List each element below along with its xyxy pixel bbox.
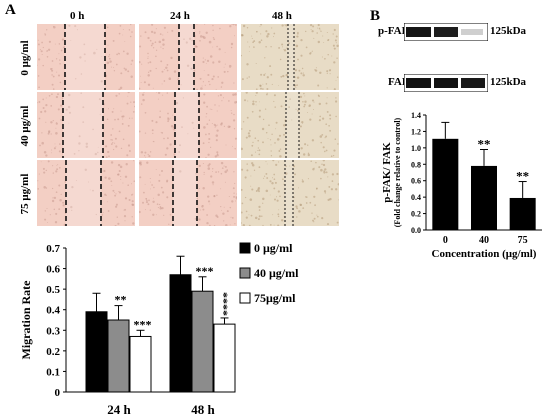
chart-a-category: 24 h (107, 402, 131, 417)
chart-a-significance: **** (220, 292, 234, 316)
chart-a-bar (213, 323, 236, 393)
chart-b-significance: ** (478, 137, 491, 152)
band-fak-0 (406, 78, 431, 88)
chart-b-bar (509, 197, 536, 230)
micrograph-r1-c2 (241, 92, 339, 158)
chart-b-ytick: 0.0 (411, 226, 421, 235)
chart-b-bar (432, 138, 459, 230)
blot-size-pfak: 125kDa (490, 25, 527, 37)
micrograph-r0-c1 (139, 24, 237, 90)
chart-b-category: 75 (518, 235, 528, 246)
chart-a-legend-label: 75μg/ml (254, 291, 296, 305)
band-fak-40 (434, 78, 458, 88)
micrograph-r1-c0 (37, 92, 135, 158)
chart-b-xlabel: Concentration (μg/ml) (432, 248, 537, 260)
band-pfak-40 (434, 27, 458, 37)
panel-a-letter: A (5, 2, 16, 18)
chart-a-significance: ** (115, 293, 127, 307)
micrograph-r2-c2 (241, 160, 339, 226)
chart-a-legend-label: 0 μg/ml (254, 241, 293, 255)
chart-a-legend-swatch (239, 242, 251, 254)
chart-b-ytick: 0.6 (411, 177, 421, 186)
chart-a-legend-swatch (239, 267, 251, 279)
chart-b-ytick: 0.2 (411, 210, 421, 219)
dose-label-75: 75 μg/ml (19, 173, 31, 215)
chart-b-ytick: 0.8 (411, 160, 421, 169)
chart-a-legend-swatch (239, 292, 251, 304)
chart-b-ylabel-sub: (Fold change relative to control) (393, 117, 402, 227)
band-pfak-75 (461, 29, 483, 35)
dose-label-0: 0 μg/ml (19, 40, 31, 76)
micrograph-r0-c2 (241, 24, 339, 90)
chart-b-ylabel: p-FAK/ FAK (381, 142, 393, 203)
chart-b-ytick: 0.4 (411, 193, 421, 202)
chart-a-significance: *** (134, 317, 152, 331)
chart-a-bar (169, 274, 192, 393)
chart-a-legend-label: 40 μg/ml (254, 266, 299, 280)
chart-a-bar (107, 319, 130, 393)
chart-b-ytick: 1.2 (411, 127, 421, 136)
micrograph-r2-c1 (139, 160, 237, 226)
chart-a-bar (85, 311, 108, 393)
chart-b-ytick: 1.4 (411, 111, 421, 120)
time-header-24h: 24 h (170, 10, 190, 22)
panel-b-letter: B (370, 8, 381, 24)
western-blot-fak (404, 74, 488, 92)
band-fak-75 (461, 78, 485, 88)
micrograph-r0-c0 (37, 24, 135, 90)
chart-a-ylabel: Migration Rate (19, 280, 33, 360)
chart-a-ytick: 0.6 (46, 264, 60, 276)
chart-a-ytick: 0.3 (46, 325, 60, 337)
chart-a-category: 48 h (191, 402, 215, 417)
chart-a-ytick: 0 (55, 387, 61, 399)
chart-a-ytick: 0.2 (46, 346, 60, 358)
dose-label-40: 40 μg/ml (19, 105, 31, 147)
time-header-48h: 48 h (272, 10, 292, 22)
chart-a-ytick: 0.1 (46, 366, 60, 378)
micrograph-r2-c0 (37, 160, 135, 226)
western-blot-pfak (404, 23, 488, 41)
chart-b-bar (471, 165, 497, 230)
chart-a-significance: *** (196, 264, 214, 278)
chart-b-category: 40 (479, 235, 489, 246)
chart-b-ytick: 1.0 (411, 144, 421, 153)
time-header-0h: 0 h (70, 10, 85, 22)
blot-label-pfak: p-FAK (378, 25, 411, 37)
pfak-fak-chart: 0.0 0.2 0.4 0.6 0.8 1.0 1.2 1.4 p-FAK/ FAK (Fold … (381, 111, 542, 260)
blot-size-fak: 125kDa (490, 76, 527, 88)
chart-a-bar (191, 290, 214, 393)
chart-a-ytick: 0.7 (46, 243, 60, 255)
chart-a-ytick: 0.4 (46, 305, 60, 317)
band-pfak-0 (406, 27, 431, 37)
chart-b-category: 0 (443, 235, 448, 246)
chart-b-significance: ** (516, 169, 529, 184)
chart-a-ytick: 0.5 (46, 284, 60, 296)
chart-a-bar (129, 335, 152, 393)
micrograph-r1-c1 (139, 92, 237, 158)
